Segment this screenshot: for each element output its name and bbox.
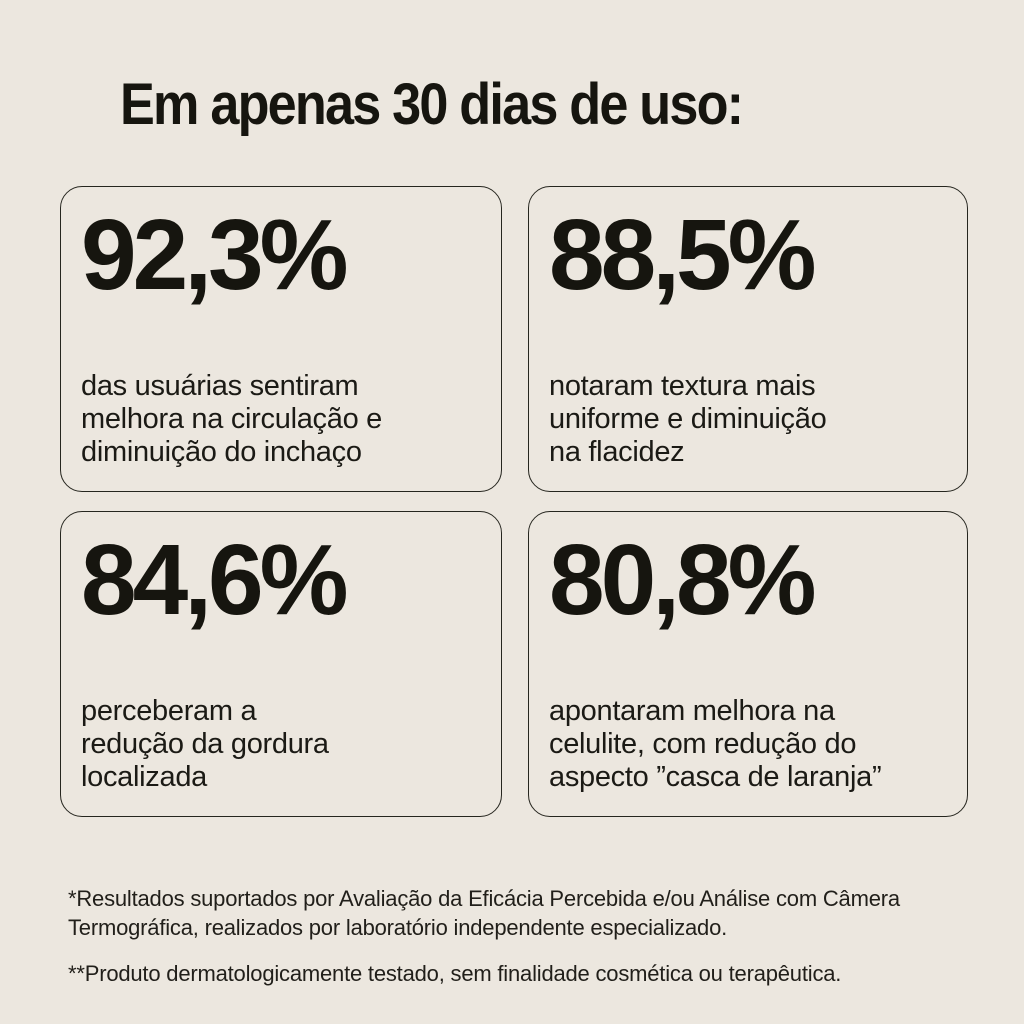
stat-description-line: na flacidez — [549, 436, 685, 468]
page-title: Em apenas 30 dias de uso: — [120, 72, 744, 137]
footnotes: *Resultados suportados por Avaliação da … — [68, 884, 968, 988]
stat-card-circulacao: 92,3% das usuárias sentiram melhora na c… — [60, 186, 502, 492]
stat-description-line: uniforme e diminuição — [549, 403, 827, 435]
stat-value: 92,3% — [81, 199, 349, 311]
stat-description-line: redução da gordura — [81, 728, 329, 760]
footnote-line: **Produto dermatologicamente testado, se… — [68, 961, 842, 986]
stat-description-line: apontaram melhora na — [549, 695, 835, 727]
stat-description: das usuárias sentiram melhora na circula… — [81, 370, 481, 473]
stat-description-line: celulite, com redução do — [549, 728, 857, 760]
stat-card-celulite: 80,8% apontaram melhora na celulite, com… — [528, 511, 968, 817]
stat-card-gordura: 84,6% perceberam a redução da gordura lo… — [60, 511, 502, 817]
footnote-dermatology-disclaimer: **Produto dermatologicamente testado, se… — [68, 959, 968, 988]
footnote-results-disclaimer: *Resultados suportados por Avaliação da … — [68, 884, 968, 942]
footnote-line: Termográfica, realizados por laboratório… — [68, 915, 728, 940]
stat-description-line: perceberam a — [81, 695, 257, 727]
footnote-line: *Resultados suportados por Avaliação da … — [68, 886, 900, 911]
stat-description: apontaram melhora na celulite, com reduç… — [549, 695, 947, 798]
stat-value: 80,8% — [549, 524, 817, 636]
stat-description-line: aspecto ”casca de laranja” — [549, 761, 882, 793]
stat-description-line: das usuárias sentiram — [81, 370, 359, 402]
stat-description-line: melhora na circulação e — [81, 403, 382, 435]
stat-description: perceberam a redução da gordura localiza… — [81, 695, 481, 798]
stat-description-line: localizada — [81, 761, 207, 793]
stats-grid: 92,3% das usuárias sentiram melhora na c… — [60, 186, 968, 817]
stat-description-line: notaram textura mais — [549, 370, 816, 402]
stat-value: 88,5% — [549, 199, 817, 311]
stat-value: 84,6% — [81, 524, 349, 636]
stat-description: notaram textura mais uniforme e diminuiç… — [549, 370, 947, 473]
stat-description-line: diminuição do inchaço — [81, 436, 362, 468]
stat-card-textura: 88,5% notaram textura mais uniforme e di… — [528, 186, 968, 492]
